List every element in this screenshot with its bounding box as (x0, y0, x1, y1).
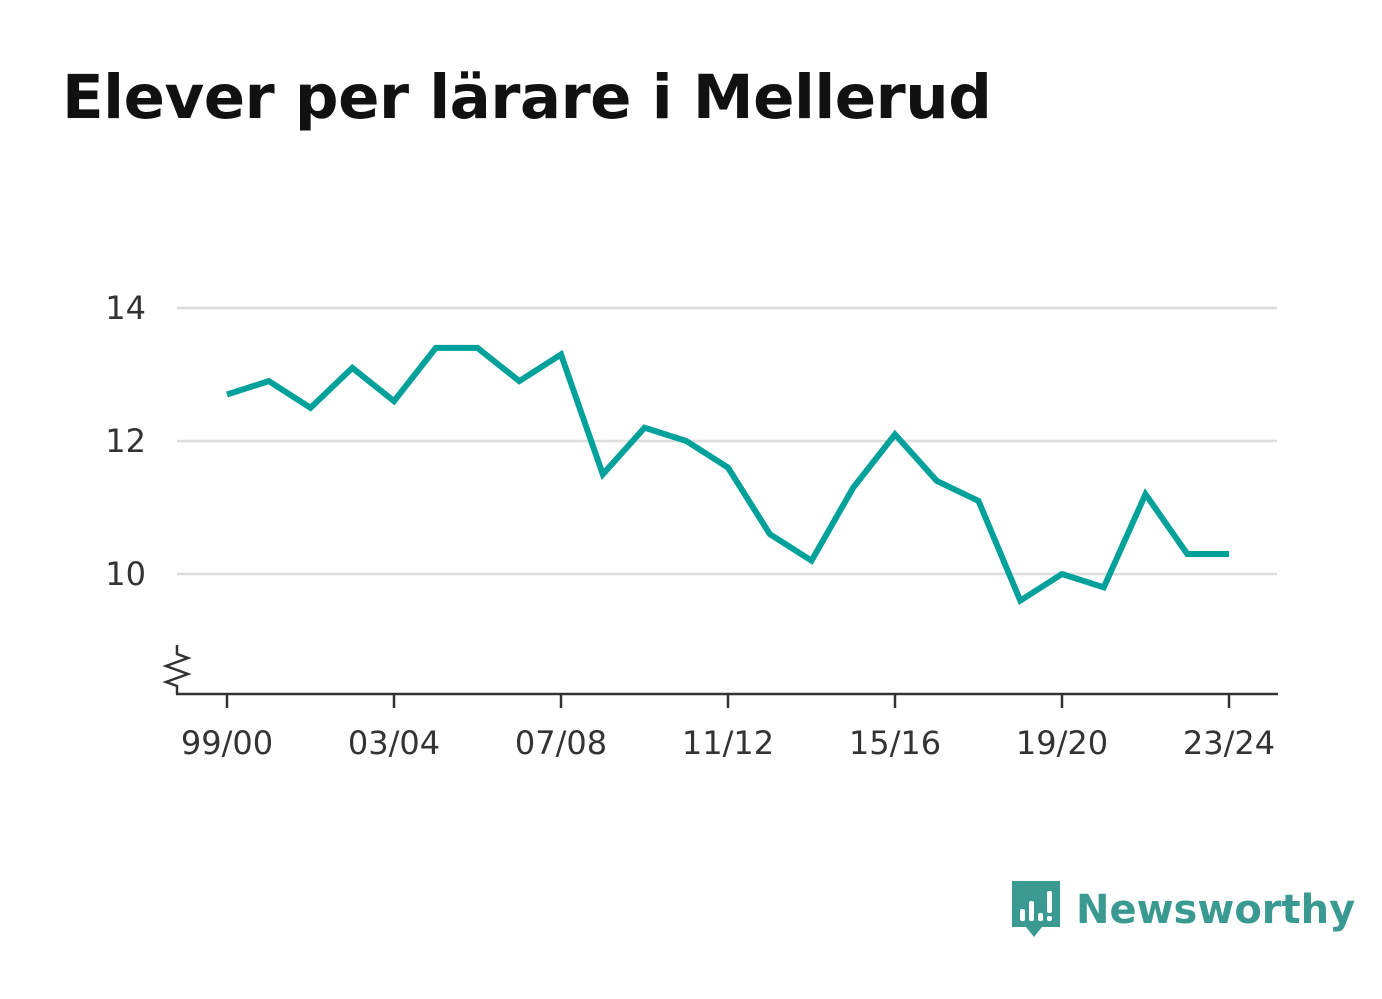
y-tick-label: 12 (105, 422, 146, 460)
x-tick-label: 99/00 (181, 724, 273, 762)
gridlines (177, 306, 1277, 576)
series-line (226, 344, 1229, 606)
x-axis-ticks: 99/00 03/04 07/08 11/12 15/16 19/20 23/24 (181, 694, 1275, 762)
x-axis (162, 645, 1278, 696)
x-tick-label: 15/16 (849, 724, 941, 762)
y-tick-label: 10 (105, 555, 146, 593)
y-tick-label: 14 (105, 289, 146, 327)
brand-logo: Newsworthy (1010, 878, 1355, 942)
series-group (226, 344, 1229, 606)
x-tick-label: 11/12 (682, 724, 774, 762)
x-tick-label: 19/20 (1016, 724, 1108, 762)
y-axis-ticks: 10 12 14 (105, 289, 146, 593)
x-tick-label: 23/24 (1183, 724, 1275, 762)
x-tick-label: 03/04 (348, 724, 440, 762)
y-axis-break-icon (162, 645, 192, 694)
brand-name: Newsworthy (1076, 887, 1356, 933)
x-tick-label: 07/08 (515, 724, 607, 762)
newsworthy-logo-icon (1012, 881, 1060, 937)
chart-title: Elever per lärare i Mellerud (62, 62, 992, 133)
